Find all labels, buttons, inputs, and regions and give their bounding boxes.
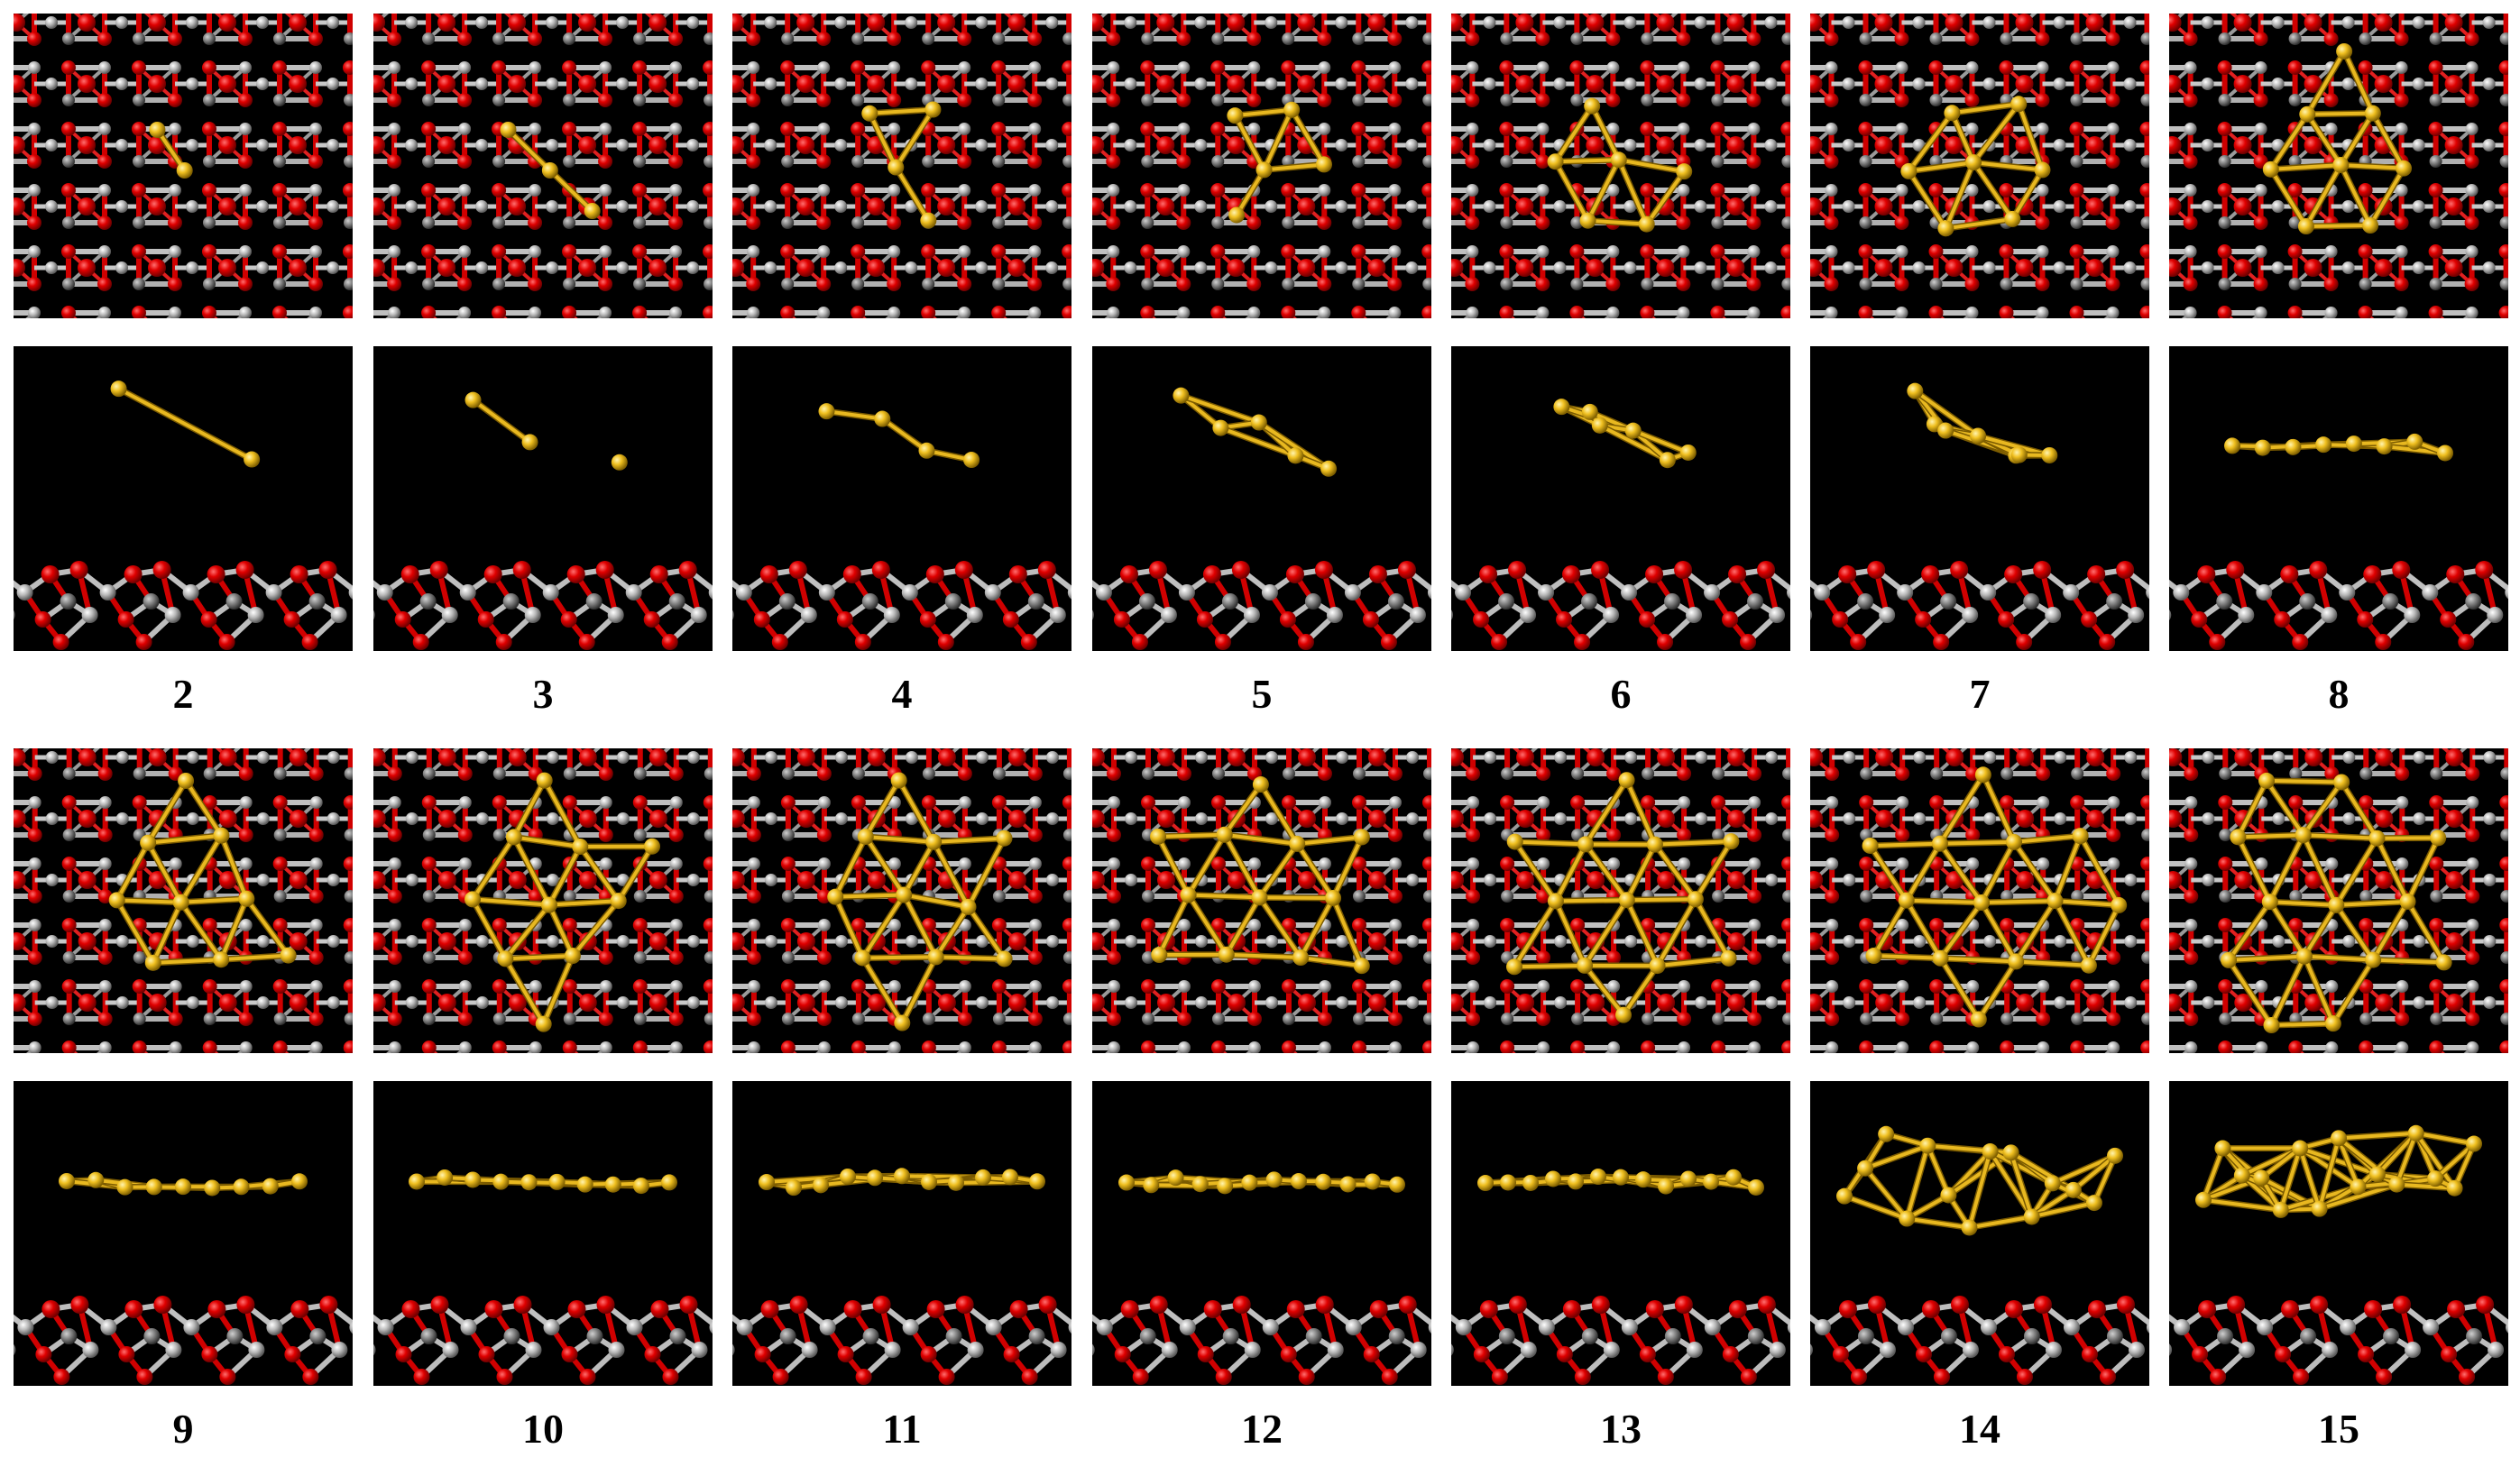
cluster-top-view <box>1451 14 1790 318</box>
cluster-side-view <box>1092 1081 1431 1386</box>
cluster-side-view <box>1092 346 1431 651</box>
cluster-top-view <box>732 748 1071 1053</box>
cluster-side-view <box>14 346 353 651</box>
cluster-size-label: 3 <box>533 671 554 717</box>
cluster-size-label: 12 <box>1241 1406 1283 1452</box>
cluster-side-view <box>732 1081 1071 1386</box>
cluster-size-label: 11 <box>882 1406 921 1452</box>
cluster-top-view <box>2169 748 2508 1053</box>
cluster-top-view <box>732 14 1071 318</box>
cluster-side-view <box>1810 346 2149 651</box>
cluster-size-label: 15 <box>2318 1406 2359 1452</box>
cluster-size-label: 13 <box>1600 1406 1642 1452</box>
cluster-top-view <box>373 748 713 1053</box>
cluster-side-view <box>373 346 713 651</box>
cluster-side-view <box>2169 1081 2508 1386</box>
cluster-side-view <box>14 1081 353 1386</box>
cluster-top-view <box>1451 748 1790 1053</box>
cluster-size-label: 14 <box>1959 1406 2000 1452</box>
cluster-size-label: 7 <box>1970 671 1991 717</box>
cluster-top-view <box>1810 748 2149 1053</box>
cluster-top-view <box>14 14 353 318</box>
cluster-size-label: 10 <box>522 1406 564 1452</box>
cluster-side-view <box>2169 346 2508 651</box>
cluster-size-label: 6 <box>1611 671 1632 717</box>
cluster-top-view <box>14 748 353 1053</box>
cluster-side-view <box>732 346 1071 651</box>
cluster-size-label: 5 <box>1252 671 1273 717</box>
cluster-size-label: 4 <box>892 671 913 717</box>
cluster-side-view <box>1451 346 1790 651</box>
cluster-side-view <box>373 1081 713 1386</box>
cluster-size-label: 8 <box>2329 671 2350 717</box>
cluster-top-view <box>2169 14 2508 318</box>
cluster-top-view <box>1810 14 2149 318</box>
cluster-size-label: 2 <box>173 671 194 717</box>
cluster-side-view <box>1810 1081 2149 1386</box>
cluster-size-label: 9 <box>173 1406 194 1452</box>
cluster-top-view <box>373 14 713 318</box>
cluster-top-view <box>1092 748 1431 1053</box>
cluster-top-view <box>1092 14 1431 318</box>
cluster-side-view <box>1451 1081 1790 1386</box>
